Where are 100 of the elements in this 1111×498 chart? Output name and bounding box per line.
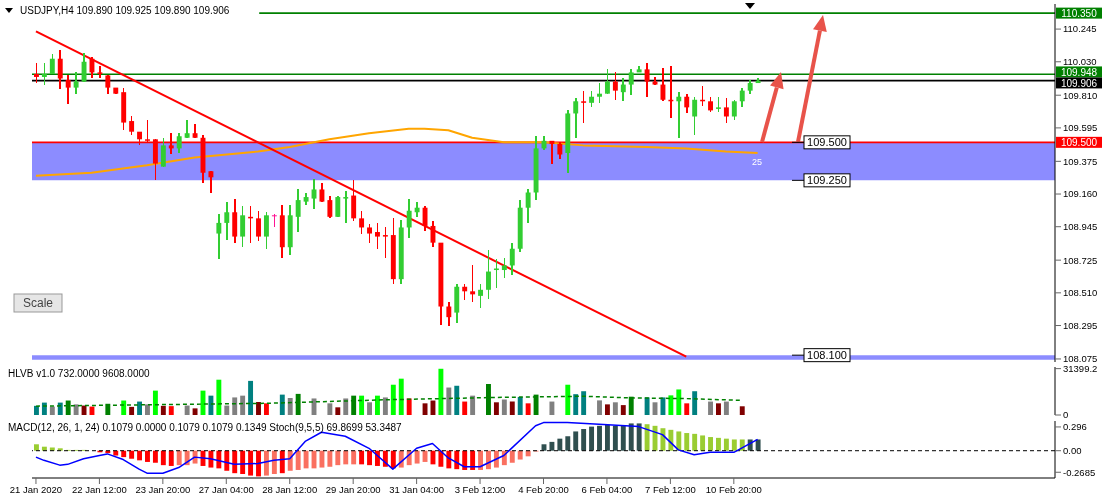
candlestick [644,62,650,98]
bar [319,450,325,468]
candlestick [620,77,626,103]
bar [351,450,357,465]
bar [723,401,729,415]
bar [501,399,507,415]
bar [287,450,293,471]
candlestick [446,301,452,328]
bar [382,397,388,415]
bar [462,450,468,470]
y-tick-label: 109.810 [1063,89,1098,101]
bar [684,433,690,451]
y-tick-label: 108.510 [1063,287,1098,299]
annotation: 109.250 [807,174,847,187]
candlestick [295,188,301,233]
bar [129,450,135,459]
candlestick [49,53,55,75]
bar [517,450,523,460]
y-tick-label: 108.725 [1063,254,1098,266]
bar [232,450,238,474]
y-tick-label: -0.2685 [1063,466,1096,478]
bar [573,431,579,451]
y-tick-label: 31399.2 [1063,363,1098,374]
candlestick [486,249,491,300]
bar [160,405,166,415]
candlestick [97,65,103,80]
y-tick-label: 108.075 [1063,353,1098,365]
bar [137,450,143,461]
bar [557,438,563,451]
candlestick [660,67,666,103]
candlestick [216,212,222,261]
candlestick [739,86,745,109]
bar [597,400,602,415]
bar [335,450,341,466]
bar [263,403,269,415]
bar [660,397,666,415]
candlestick [335,194,341,218]
y-tick-label: 110.030 [1063,56,1097,68]
bar [240,450,246,474]
candlestick [263,211,269,250]
bar [692,391,698,415]
x-tick-label: 31 Jan 04:00 [389,483,445,495]
bar [145,450,150,462]
bar [303,450,309,469]
bar [597,425,602,451]
candlestick [65,74,71,106]
bar [327,450,333,467]
ref-line-label: 110.350 [1061,8,1098,20]
bar [263,450,269,476]
bar [343,398,349,415]
bar [612,425,618,451]
bar [708,401,713,415]
bar [390,384,396,415]
bar [176,450,182,466]
bar [192,408,198,415]
bar [716,437,721,451]
bar [248,380,254,415]
bar [668,395,674,415]
bar [644,397,650,415]
candlestick [129,115,135,136]
bar [581,429,587,451]
bar [612,402,618,415]
bar [145,404,150,415]
bar [208,395,214,415]
bar [454,450,460,470]
bar [256,450,261,477]
x-tick-label: 4 Feb 20:00 [518,483,569,495]
bar [279,394,285,415]
bar [517,396,523,415]
x-tick-label: 22 Jan 12:00 [71,483,127,495]
bar [470,395,476,415]
bar [565,436,571,451]
bar [723,438,729,451]
candlestick [160,136,166,168]
bar [34,405,39,415]
y-tick-label: 0.296 [1063,421,1087,433]
candlestick [581,89,587,124]
candlestick [184,118,190,139]
candlestick [573,97,579,139]
candlestick [73,71,79,95]
bar [581,391,587,415]
bar [279,450,285,474]
bar [549,441,555,451]
bar [224,450,230,471]
bar [121,400,127,415]
candlestick [375,222,380,250]
bar [406,398,412,415]
bar [232,397,238,415]
bar [509,401,515,415]
bar [604,425,610,451]
bar [644,424,650,451]
candlestick [684,92,690,115]
x-tick-label: 28 Jan 12:00 [262,483,318,495]
candlestick [382,226,388,259]
bar [398,378,404,415]
bar [295,450,301,470]
annotation: Scale [22,296,54,310]
bar [739,406,745,415]
candlestick [176,132,182,154]
bar [478,450,484,470]
